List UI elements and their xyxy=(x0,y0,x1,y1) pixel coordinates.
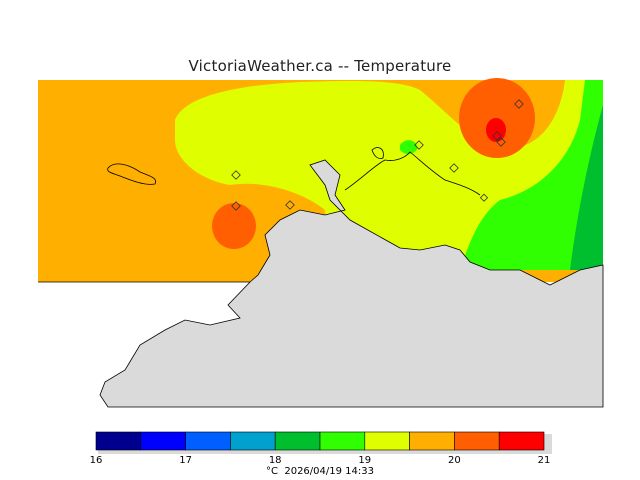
legend-unit: °C xyxy=(266,466,285,477)
zone-hot-sw xyxy=(212,203,256,249)
zone-darkgreen-east xyxy=(570,105,603,270)
station-marker[interactable] xyxy=(449,163,459,173)
legend-swatch xyxy=(454,431,500,451)
legend-swatch xyxy=(95,431,142,451)
station-marker[interactable] xyxy=(231,201,241,211)
station-marker[interactable] xyxy=(479,193,489,202)
legend-tick-label: 17 xyxy=(179,455,192,466)
station-marker[interactable] xyxy=(492,131,502,141)
legend-swatch xyxy=(319,431,366,451)
legend-swatch xyxy=(498,431,545,451)
legend-swatch xyxy=(140,431,186,451)
coastline-north xyxy=(344,151,481,196)
legend-caption: °C 2026/04/19 14:33 xyxy=(0,466,640,477)
map-title: VictoriaWeather.ca -- Temperature xyxy=(188,57,452,75)
coastline-inlet xyxy=(371,147,384,159)
zone-hot-ne xyxy=(459,78,535,158)
station-marker[interactable] xyxy=(231,170,241,180)
zone-hottest-ne xyxy=(486,118,506,142)
zone-green-harbour xyxy=(400,140,418,154)
legend-swatch xyxy=(364,431,410,451)
station-markers xyxy=(231,99,524,211)
legend-tick-label: 16 xyxy=(89,455,103,466)
legend-swatch xyxy=(230,431,276,451)
legend-tick-label: 18 xyxy=(268,455,282,466)
land-mass xyxy=(38,159,604,408)
legend-tick-label: 21 xyxy=(537,455,551,466)
legend-tick-label: 20 xyxy=(448,455,461,466)
legend-swatch xyxy=(409,431,455,451)
station-marker[interactable] xyxy=(285,200,295,210)
station-marker[interactable] xyxy=(414,140,424,150)
legend-swatch xyxy=(185,431,231,451)
station-marker[interactable] xyxy=(496,137,506,147)
legend-bar xyxy=(95,431,545,451)
legend-swatch xyxy=(274,431,321,451)
legend-timestamp: 2026/04/19 14:33 xyxy=(284,466,374,477)
station-marker[interactable] xyxy=(514,99,524,109)
island-west xyxy=(107,163,157,185)
zone-green-east xyxy=(460,80,603,270)
legend-tick-label: 19 xyxy=(358,455,372,466)
